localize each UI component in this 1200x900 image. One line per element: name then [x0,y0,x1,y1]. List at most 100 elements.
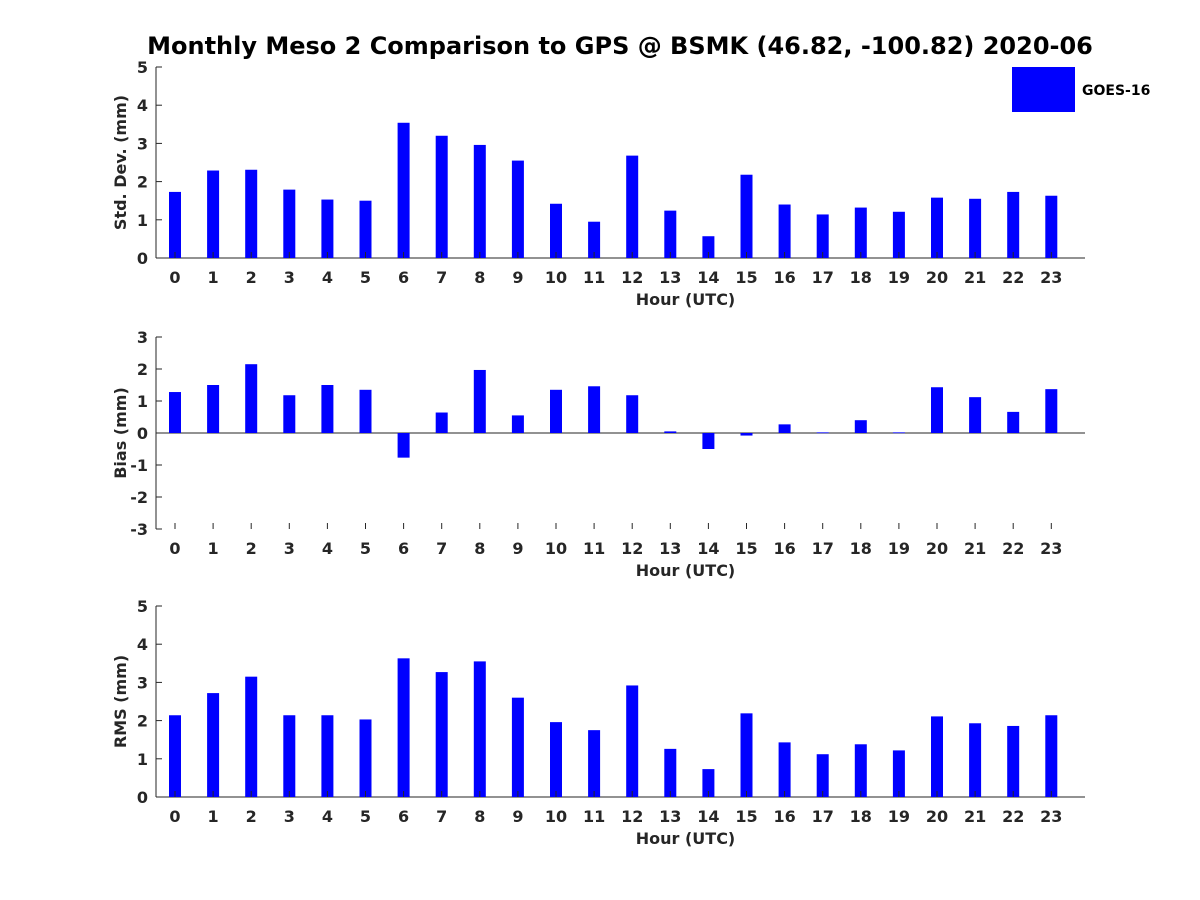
bias-bar-hour-13 [664,431,677,433]
bias-x-tick-label: 2 [246,539,257,558]
rms-y-tick-label: 0 [137,788,148,807]
rms-bar-hour-10 [550,722,562,797]
bias-x-tick-label: 5 [360,539,371,558]
std-dev-bar-hour-12 [626,155,639,258]
bias-y-label: Bias (mm) [111,387,130,479]
std-dev-x-tick-label: 7 [436,268,447,287]
std-dev-bar-hour-8 [473,144,486,258]
bias-bar-hour-1 [207,385,220,433]
bias-y-tick-label: -2 [130,488,148,507]
std-dev-bar-hour-19 [892,211,905,258]
bias-bar-hour-17 [816,432,829,434]
rms-x-tick-label: 3 [284,807,295,826]
std-dev-x-tick-label: 13 [659,268,681,287]
std-dev-x-tick-label: 16 [773,268,795,287]
std-dev-x-tick-label: 18 [850,268,872,287]
rms-y-tick-label: 1 [137,750,148,769]
rms-bar-hour-4 [321,715,334,797]
rms-x-tick-label: 19 [888,807,910,826]
bias-bar-hour-9 [511,415,524,433]
rms-y-tick-label: 3 [137,673,148,692]
std-dev-bar-hour-1 [207,170,220,258]
rms-bar-hour-19 [892,750,905,797]
bias-bar-hour-11 [588,386,601,433]
rms-bar-hour-2 [245,676,258,797]
std-dev-bar-hour-4 [321,199,334,258]
rms-x-tick-label: 21 [964,807,986,826]
rms-x-tick-label: 7 [436,807,447,826]
bias-x-tick-label: 8 [474,539,485,558]
std-dev-y-tick-label: 0 [137,249,148,268]
rms-x-tick-label: 17 [812,807,834,826]
bias-x-tick-label: 21 [964,539,986,558]
bias-y-tick-label: 3 [137,328,148,347]
rms-y-tick-label: 5 [137,597,148,616]
bias-x-tick-label: 10 [545,539,567,558]
rms-bar-hour-13 [664,748,677,797]
bias-x-tick-label: 17 [812,539,834,558]
bias-x-tick-label: 20 [926,539,948,558]
std-dev-y-tick-label: 4 [137,96,148,115]
bias-bar-hour-15 [740,433,753,436]
rms-bar-hour-17 [816,754,829,797]
bias-x-tick-label: 13 [659,539,681,558]
bias-bar-hour-2 [245,364,258,433]
std-dev-x-tick-label: 14 [697,268,719,287]
bias-y-tick-label: -1 [130,456,148,475]
rms-x-tick-label: 15 [735,807,757,826]
legend-label: GOES-16 [1082,83,1150,99]
rms-bar-hour-6 [397,658,410,797]
std-dev-x-tick-label: 21 [964,268,986,287]
rms-x-tick-label: 6 [398,807,409,826]
std-dev-bar-hour-2 [245,169,258,258]
std-dev-bar-hour-18 [854,207,867,258]
std-dev-x-tick-label: 22 [1002,268,1024,287]
rms-bar-hour-18 [854,744,867,797]
std-dev-bar-hour-16 [778,204,791,258]
std-dev-x-tick-label: 8 [474,268,485,287]
bias-bar-hour-7 [435,412,448,433]
bias-x-tick-label: 9 [512,539,523,558]
std-dev-bar-hour-10 [550,203,562,258]
std-dev-x-tick-label: 12 [621,268,643,287]
bias-x-tick-label: 11 [583,539,605,558]
std-dev-bar-hour-20 [931,197,943,258]
rms-bar-hour-16 [778,742,791,797]
rms-x-tick-label: 10 [545,807,567,826]
rms-bar-hour-22 [1007,725,1020,797]
std-dev-bar-hour-15 [740,174,753,258]
std-dev-bar-hour-14 [702,236,715,258]
std-dev-x-tick-label: 11 [583,268,605,287]
rms-bar-hour-15 [740,713,753,797]
bias-x-tick-label: 0 [169,539,180,558]
std-dev-y-label: Std. Dev. (mm) [111,95,130,230]
bias-bar-hour-3 [283,395,296,433]
std-dev-x-tick-label: 5 [360,268,371,287]
std-dev-x-tick-label: 0 [169,268,180,287]
std-dev-bar-hour-21 [969,198,982,258]
legend: GOES-16 [1012,67,1150,112]
std-dev-bar-hour-7 [435,135,448,258]
bias-x-tick-label: 12 [621,539,643,558]
figure-title: Monthly Meso 2 Comparison to GPS @ BSMK … [147,32,1093,60]
bias-x-tick-label: 23 [1040,539,1062,558]
std-dev-x-label: Hour (UTC) [636,290,736,309]
std-dev-bar-hour-13 [664,210,677,258]
std-dev-x-tick-label: 2 [246,268,257,287]
std-dev-x-tick-label: 23 [1040,268,1062,287]
bias-y-tick-label: 1 [137,392,148,411]
std-dev-bar-hour-9 [511,160,524,258]
bias-bar-hour-8 [473,369,486,433]
std-dev-x-tick-label: 20 [926,268,948,287]
bias-bar-hour-23 [1045,389,1058,433]
std-dev-x-tick-label: 1 [208,268,219,287]
std-dev-bar-hour-3 [283,189,296,258]
std-dev-x-tick-label: 17 [812,268,834,287]
bias-y-tick-label: 2 [137,360,148,379]
std-dev-y-tick-label: 2 [137,173,148,192]
bias-x-label: Hour (UTC) [636,561,736,580]
rms-bar-hour-0 [169,715,181,797]
bias-bar-hour-5 [359,389,372,433]
